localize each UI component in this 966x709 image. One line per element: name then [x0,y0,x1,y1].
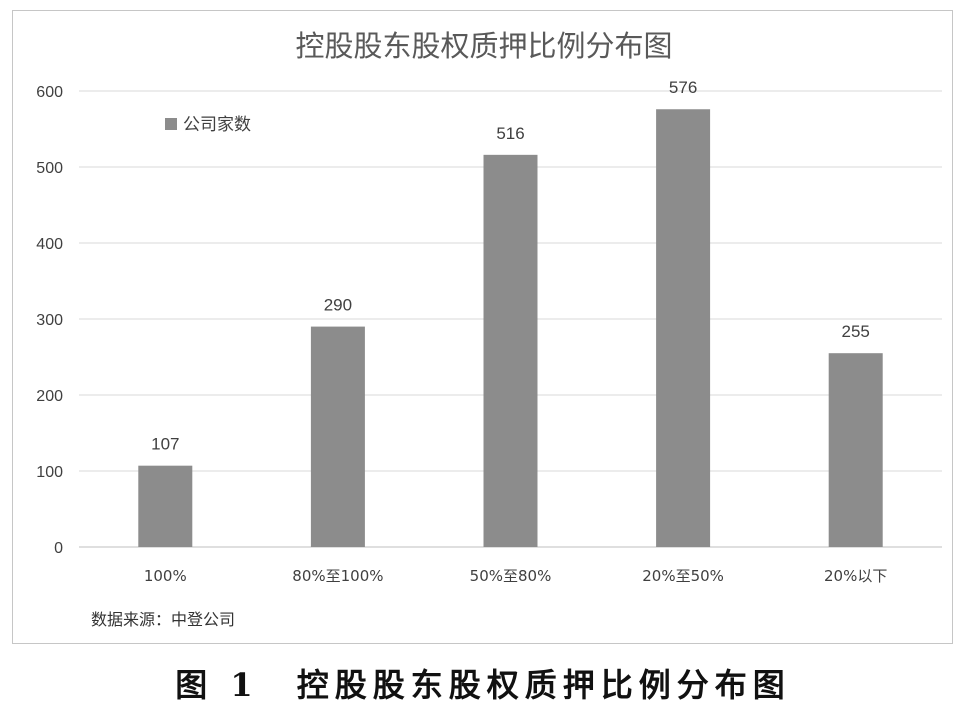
data-labels: 107 290 516 576 255 [151,78,870,453]
data-label: 107 [151,435,179,454]
x-category-label: 100% [144,567,187,585]
y-tick-label: 0 [54,540,63,557]
y-tick-label: 100 [36,464,63,481]
y-tick-label: 600 [36,84,63,101]
x-category-label: 50%至80% [470,567,552,585]
bar-1 [310,326,365,547]
y-tick-label: 500 [36,160,63,177]
bar-4 [828,353,883,547]
bar-0 [138,465,193,547]
y-tick-label: 300 [36,312,63,329]
y-tick-label: 400 [36,236,63,253]
chart-title: 控股股东股权质押比例分布图 [295,29,672,63]
chart-frame: 控股股东股权质押比例分布图 0 100 200 300 400 500 600 107 290… [12,10,953,644]
x-axis-categories: 100% 80%至100% 50%至80% 20%至50% 20%以下 [144,567,888,585]
y-axis-ticks: 0 100 200 300 400 500 600 [36,84,63,557]
legend-swatch [165,118,177,130]
bars [138,109,883,548]
data-source-note: 数据来源：中登公司 [91,610,235,629]
figure-caption: 图 1 控股股东股权质押比例分布图 [175,666,791,704]
data-label: 516 [496,124,524,143]
legend: 公司家数 [165,115,251,135]
y-tick-label: 200 [36,388,63,405]
bar-2 [483,154,538,547]
data-label: 255 [842,322,870,341]
data-label: 290 [324,296,352,315]
legend-label: 公司家数 [183,115,251,135]
x-category-label: 20%以下 [824,567,887,585]
bar-chart: 控股股东股权质押比例分布图 0 100 200 300 400 500 600 107 290… [36,29,942,629]
x-category-label: 80%至100% [292,567,383,585]
data-label: 576 [669,78,697,97]
x-category-label: 20%至50% [642,567,724,585]
bar-3 [656,109,711,548]
